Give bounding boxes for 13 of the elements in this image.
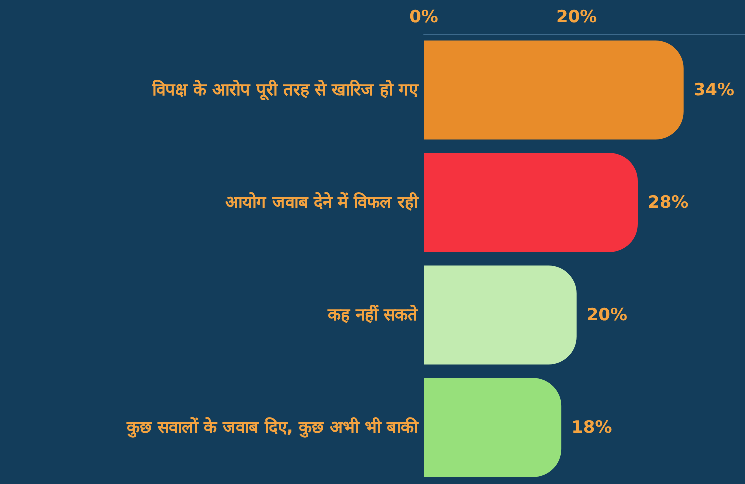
bar — [424, 153, 638, 252]
bar — [424, 266, 577, 365]
y-tick-label: आयोग जवाब देने में विफल रही — [225, 192, 419, 213]
x-tick-label: 0% — [410, 8, 438, 28]
y-tick-label: कुछ सवालों के जवाब दिए, कुछ अभी भी बाकी — [126, 416, 419, 438]
data-label: 28% — [648, 192, 689, 213]
data-label: 20% — [586, 305, 628, 326]
bar — [424, 378, 562, 478]
y-tick-label: विपक्ष के आरोप पूरी तरह से खारिज हो गए — [152, 79, 419, 102]
bar — [424, 40, 684, 140]
data-label: 18% — [572, 418, 612, 438]
data-label: 34% — [694, 80, 735, 100]
y-tick-label: कह नहीं सकते — [327, 304, 419, 326]
